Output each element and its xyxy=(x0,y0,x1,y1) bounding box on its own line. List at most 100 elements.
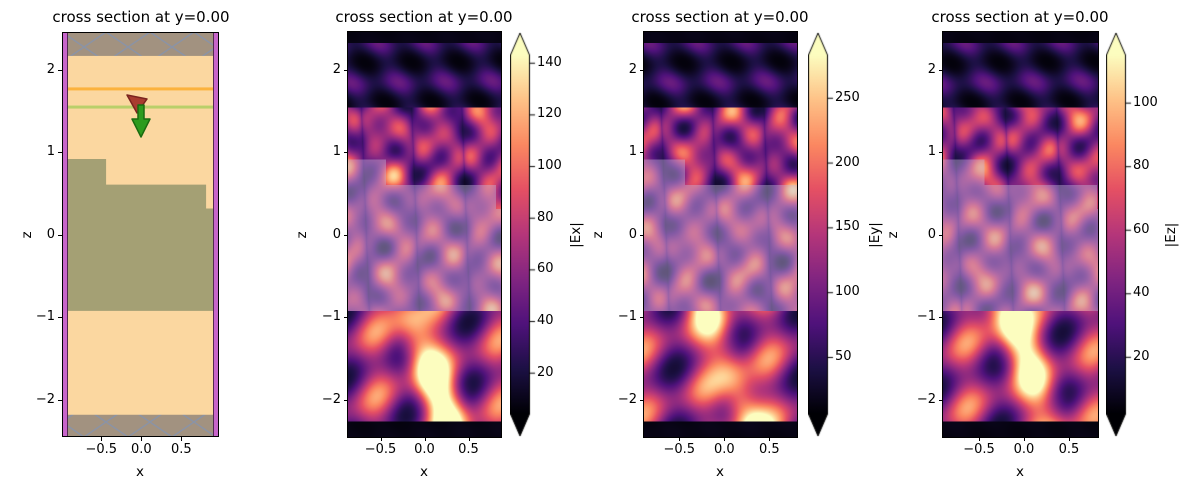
x-tick-label: −0.5 xyxy=(85,442,118,457)
y-tick-label: −2 xyxy=(916,391,936,407)
colorbar-tick-label: 40 xyxy=(1133,285,1150,301)
x-tick-mark xyxy=(679,437,681,441)
x-tick-mark xyxy=(181,437,183,441)
colorbar-tick-label: 100 xyxy=(835,284,860,300)
ey-colorbar xyxy=(808,32,834,438)
x-tick-mark xyxy=(468,437,470,441)
colorbar-tick-label: 20 xyxy=(537,364,554,380)
y-tick-label: 1 xyxy=(927,144,936,160)
y-tick-label: 2 xyxy=(927,61,936,77)
y-tick-mark xyxy=(344,399,348,401)
y-tick-mark xyxy=(939,69,943,71)
y-tick-mark xyxy=(344,69,348,71)
ey-field-heatmap xyxy=(643,31,798,438)
ez-xaxis-label: x xyxy=(1016,464,1024,480)
y-tick-label: 0 xyxy=(332,226,341,242)
ey-plot-title: cross section at y=0.00 xyxy=(631,8,809,26)
colorbar-tick-label: 60 xyxy=(1133,221,1150,237)
y-tick-label: 2 xyxy=(628,61,637,77)
colorbar-tick-label: 250 xyxy=(835,89,860,105)
colorbar-tick-label: 100 xyxy=(537,158,562,174)
substrate-staircase xyxy=(62,159,219,311)
x-tick-label: −0.5 xyxy=(364,442,397,457)
ex-field-heatmap xyxy=(347,31,502,438)
y-tick-label: −1 xyxy=(916,309,936,325)
y-tick-mark xyxy=(640,69,644,71)
y-tick-mark xyxy=(58,399,62,401)
y-tick-label: 0 xyxy=(628,226,637,242)
x-tick-label: 0.0 xyxy=(1013,442,1035,457)
y-tick-label: −1 xyxy=(321,309,341,325)
boundary-strip-right xyxy=(213,32,219,437)
x-tick-label: 0.5 xyxy=(1058,442,1080,457)
y-tick-label: −2 xyxy=(321,391,341,407)
interface-line xyxy=(62,87,219,91)
y-tick-mark xyxy=(640,317,644,319)
ey-xaxis-label: x xyxy=(716,464,724,480)
ez-colorbar xyxy=(1106,32,1132,438)
y-tick-label: 2 xyxy=(46,61,55,77)
structure-svg xyxy=(62,32,219,437)
structure-plot-title: cross section at y=0.00 xyxy=(52,8,230,26)
x-tick-label: 0.5 xyxy=(458,442,479,457)
y-tick-mark xyxy=(939,152,943,154)
colorbar-tick-label: 80 xyxy=(1133,158,1150,174)
absorber-region-top xyxy=(62,32,219,56)
y-tick-mark xyxy=(939,234,943,236)
y-tick-mark xyxy=(344,152,348,154)
x-tick-mark xyxy=(724,437,726,441)
ez-field-heatmap xyxy=(942,31,1099,438)
ex-plot-title: cross section at y=0.00 xyxy=(335,8,513,26)
x-tick-label: −0.5 xyxy=(963,442,995,457)
colorbar-tick-label: 120 xyxy=(537,106,562,122)
y-tick-label: 1 xyxy=(628,144,637,160)
ex-colorbar xyxy=(510,32,536,438)
y-tick-label: 0 xyxy=(927,226,936,242)
ez-plot-title: cross section at y=0.00 xyxy=(931,8,1109,26)
y-tick-label: 1 xyxy=(46,144,55,160)
structure-cross-section-axes xyxy=(62,32,219,437)
x-tick-label: 0.0 xyxy=(713,442,735,457)
source-direction-arrow xyxy=(131,104,151,138)
y-tick-mark xyxy=(640,234,644,236)
x-tick-label: −0.5 xyxy=(663,442,696,457)
y-tick-label: −1 xyxy=(35,309,55,325)
colorbar-tick-label: 140 xyxy=(537,54,562,70)
y-tick-mark xyxy=(939,399,943,401)
colorbar-tick-label: 40 xyxy=(537,313,554,328)
ez-yaxis-label: z xyxy=(885,231,901,239)
y-tick-label: 0 xyxy=(46,226,55,242)
y-tick-label: −1 xyxy=(617,309,637,325)
x-tick-mark xyxy=(769,437,771,441)
x-tick-label: 0.0 xyxy=(130,442,152,457)
x-tick-label: 0.0 xyxy=(414,442,435,457)
boundary-strip-left xyxy=(62,32,68,437)
x-tick-mark xyxy=(101,437,103,441)
colorbar-tick-label: 150 xyxy=(835,219,860,235)
y-tick-mark xyxy=(344,317,348,319)
y-tick-mark xyxy=(58,69,62,71)
structure-xaxis-label: x xyxy=(136,464,144,480)
x-tick-mark xyxy=(424,437,426,441)
colorbar-tick-label: 80 xyxy=(537,209,554,225)
y-tick-mark xyxy=(58,234,62,236)
y-tick-mark xyxy=(58,317,62,319)
y-tick-label: −2 xyxy=(35,391,55,407)
x-tick-mark xyxy=(1069,437,1070,441)
x-tick-mark xyxy=(1024,437,1025,441)
x-tick-mark xyxy=(141,437,143,441)
y-tick-label: −2 xyxy=(617,391,637,407)
y-tick-label: 2 xyxy=(332,61,341,77)
y-tick-mark xyxy=(640,399,644,401)
colorbar-tick-label: 100 xyxy=(1133,94,1158,110)
y-tick-mark xyxy=(640,152,644,154)
ex-xaxis-label: x xyxy=(420,464,428,480)
y-tick-label: 1 xyxy=(332,144,341,160)
x-tick-label: 0.5 xyxy=(170,442,192,457)
x-tick-label: 0.5 xyxy=(758,442,780,457)
absorber-region-bottom xyxy=(62,414,219,437)
y-tick-mark xyxy=(939,317,943,319)
y-tick-mark xyxy=(58,152,62,154)
x-tick-mark xyxy=(979,437,980,441)
